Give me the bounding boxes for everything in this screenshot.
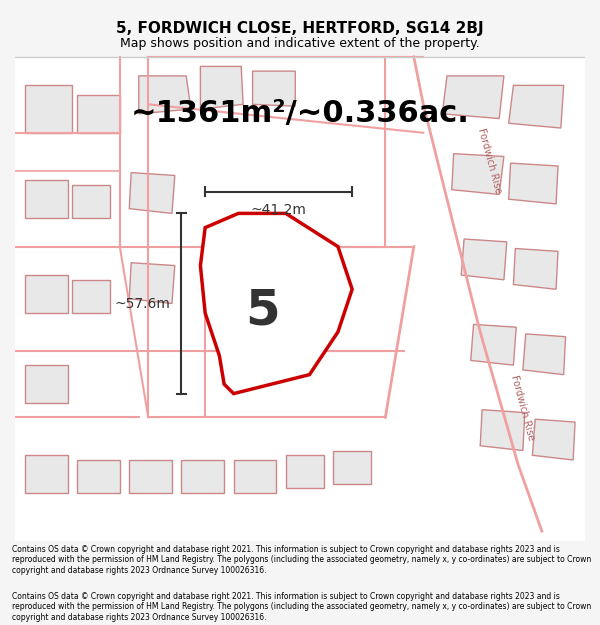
Polygon shape [509,86,563,128]
Polygon shape [73,280,110,313]
Text: Fordwich Rise: Fordwich Rise [476,127,503,195]
Polygon shape [532,419,575,460]
Text: Fordwich Rise: Fordwich Rise [509,374,536,442]
Polygon shape [129,173,175,213]
Polygon shape [480,410,525,451]
Text: ~41.2m: ~41.2m [251,203,307,217]
Text: ~57.6m: ~57.6m [114,296,170,311]
Polygon shape [471,324,516,365]
Polygon shape [25,86,73,132]
Polygon shape [25,180,68,218]
Polygon shape [509,163,558,204]
Polygon shape [181,460,224,493]
Text: Contains OS data © Crown copyright and database right 2021. This information is : Contains OS data © Crown copyright and d… [12,545,591,574]
Polygon shape [129,262,175,304]
Polygon shape [139,76,191,114]
Polygon shape [200,213,352,394]
Text: Map shows position and indicative extent of the property.: Map shows position and indicative extent… [120,37,480,50]
Polygon shape [253,71,295,106]
Polygon shape [523,334,566,374]
Polygon shape [286,455,324,489]
Polygon shape [129,460,172,493]
Polygon shape [514,249,558,289]
Text: Contains OS data © Crown copyright and database right 2021. This information is : Contains OS data © Crown copyright and d… [12,592,591,622]
Bar [16,57,584,541]
Polygon shape [442,76,504,119]
Polygon shape [77,460,120,493]
Polygon shape [333,451,371,484]
Text: ~1361m²/~0.336ac.: ~1361m²/~0.336ac. [131,99,469,128]
Polygon shape [73,185,110,218]
Text: 5, FORDWICH CLOSE, HERTFORD, SG14 2BJ: 5, FORDWICH CLOSE, HERTFORD, SG14 2BJ [116,21,484,36]
Polygon shape [200,66,243,109]
Polygon shape [77,95,120,132]
Polygon shape [461,239,507,280]
Polygon shape [233,460,276,493]
Polygon shape [25,275,68,313]
Text: 5: 5 [245,286,280,334]
Polygon shape [25,365,68,403]
Polygon shape [452,154,504,194]
Polygon shape [25,455,68,493]
